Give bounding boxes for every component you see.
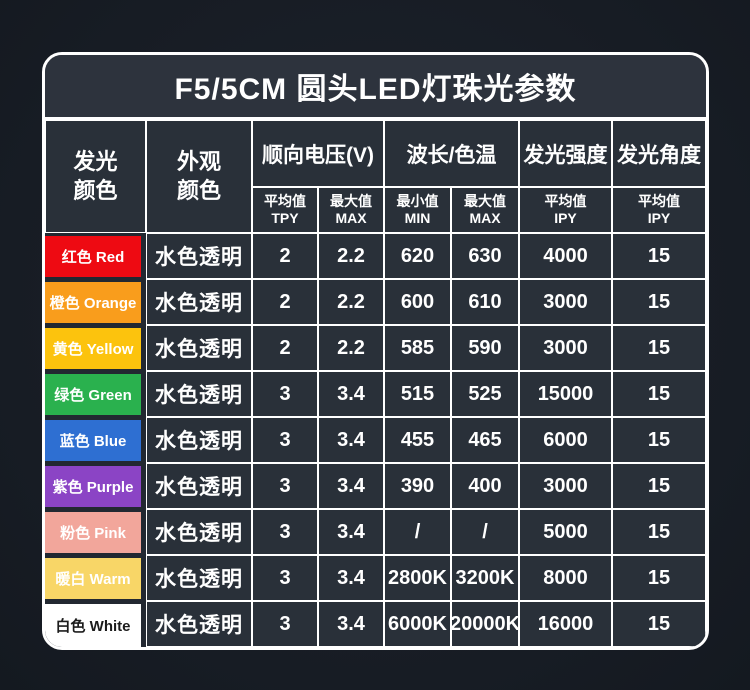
cell-wavelength-max: 630 <box>451 233 519 279</box>
cell-intensity: 8000 <box>519 555 612 601</box>
cell-angle: 15 <box>612 325 706 371</box>
cell-intensity: 4000 <box>519 233 612 279</box>
cell-angle: 15 <box>612 463 706 509</box>
cell-voltage-max: 3.4 <box>318 417 384 463</box>
color-swatch-yellow: 黄色 Yellow <box>45 327 141 369</box>
cell-intensity: 5000 <box>519 509 612 555</box>
cell-voltage-avg: 3 <box>252 463 318 509</box>
cell-appearance: 水色透明 <box>146 371 252 417</box>
cell-wavelength-max: / <box>451 509 519 555</box>
subheader-wavelength-max: 最大值 MAX <box>451 187 519 233</box>
cell-appearance: 水色透明 <box>146 417 252 463</box>
cell-intensity: 15000 <box>519 371 612 417</box>
cell-wavelength-min: 390 <box>384 463 451 509</box>
cell-wavelength-min: / <box>384 509 451 555</box>
cell-intensity: 16000 <box>519 601 612 647</box>
color-swatch-blue: 蓝色 Blue <box>45 419 141 461</box>
cell-wavelength-min: 2800K <box>384 555 451 601</box>
cell-wavelength-min: 6000K <box>384 601 451 647</box>
subheader-voltage-avg: 平均值 TPY <box>252 187 318 233</box>
cell-wavelength-max: 465 <box>451 417 519 463</box>
cell-wavelength-max: 20000K <box>451 601 519 647</box>
color-swatch-white: 白色 White <box>45 603 141 647</box>
cell-intensity: 3000 <box>519 279 612 325</box>
subheader-voltage-max: 最大值 MAX <box>318 187 384 233</box>
cell-wavelength-max: 400 <box>451 463 519 509</box>
cell-voltage-avg: 2 <box>252 233 318 279</box>
cell-voltage-avg: 3 <box>252 417 318 463</box>
cell-angle: 15 <box>612 371 706 417</box>
cell-appearance: 水色透明 <box>146 601 252 647</box>
cell-wavelength-min: 620 <box>384 233 451 279</box>
cell-wavelength-min: 515 <box>384 371 451 417</box>
cell-intensity: 6000 <box>519 417 612 463</box>
cell-intensity: 3000 <box>519 325 612 371</box>
cell-voltage-max: 2.2 <box>318 325 384 371</box>
header-group-angle: 发光角度 <box>612 120 706 187</box>
color-swatch-purple: 紫色 Purple <box>45 465 141 507</box>
cell-angle: 15 <box>612 279 706 325</box>
color-swatch-orange: 橙色 Orange <box>45 281 141 323</box>
cell-appearance: 水色透明 <box>146 555 252 601</box>
led-spec-table-card: F5/5CM 圆头LED灯珠光参数 发光 颜色 外观 颜色 顺向电压(V) 波长… <box>42 52 709 650</box>
cell-appearance: 水色透明 <box>146 279 252 325</box>
cell-voltage-avg: 3 <box>252 371 318 417</box>
header-group-intensity: 发光强度 <box>519 120 612 187</box>
cell-voltage-max: 3.4 <box>318 555 384 601</box>
subheader-wavelength-min: 最小值 MIN <box>384 187 451 233</box>
cell-angle: 15 <box>612 509 706 555</box>
cell-voltage-max: 3.4 <box>318 601 384 647</box>
cell-wavelength-min: 455 <box>384 417 451 463</box>
header-emit-color: 发光 颜色 <box>45 120 146 233</box>
cell-voltage-max: 2.2 <box>318 279 384 325</box>
cell-wavelength-max: 590 <box>451 325 519 371</box>
cell-voltage-max: 3.4 <box>318 371 384 417</box>
spec-table: 发光 颜色 外观 颜色 顺向电压(V) 波长/色温 发光强度 发光角度 平均值 … <box>45 120 706 647</box>
cell-wavelength-max: 610 <box>451 279 519 325</box>
cell-voltage-max: 2.2 <box>318 233 384 279</box>
cell-voltage-avg: 3 <box>252 555 318 601</box>
cell-voltage-avg: 3 <box>252 601 318 647</box>
header-group-forward-voltage: 顺向电压(V) <box>252 120 384 187</box>
subheader-intensity-avg: 平均值 IPY <box>519 187 612 233</box>
cell-wavelength-max: 3200K <box>451 555 519 601</box>
cell-wavelength-max: 525 <box>451 371 519 417</box>
cell-angle: 15 <box>612 601 706 647</box>
color-swatch-red: 红色 Red <box>45 235 141 277</box>
cell-voltage-max: 3.4 <box>318 509 384 555</box>
cell-intensity: 3000 <box>519 463 612 509</box>
table-title: F5/5CM 圆头LED灯珠光参数 <box>45 55 706 120</box>
cell-appearance: 水色透明 <box>146 325 252 371</box>
cell-angle: 15 <box>612 233 706 279</box>
cell-voltage-avg: 2 <box>252 279 318 325</box>
cell-wavelength-min: 585 <box>384 325 451 371</box>
color-swatch-green: 绿色 Green <box>45 373 141 415</box>
header-group-wavelength: 波长/色温 <box>384 120 519 187</box>
color-swatch-warm: 暖白 Warm <box>45 557 141 599</box>
cell-wavelength-min: 600 <box>384 279 451 325</box>
cell-voltage-max: 3.4 <box>318 463 384 509</box>
subheader-angle-avg: 平均值 IPY <box>612 187 706 233</box>
cell-voltage-avg: 3 <box>252 509 318 555</box>
cell-appearance: 水色透明 <box>146 233 252 279</box>
cell-appearance: 水色透明 <box>146 463 252 509</box>
cell-angle: 15 <box>612 555 706 601</box>
cell-appearance: 水色透明 <box>146 509 252 555</box>
header-appearance-color: 外观 颜色 <box>146 120 252 233</box>
cell-angle: 15 <box>612 417 706 463</box>
color-swatch-pink: 粉色 Pink <box>45 511 141 553</box>
cell-voltage-avg: 2 <box>252 325 318 371</box>
